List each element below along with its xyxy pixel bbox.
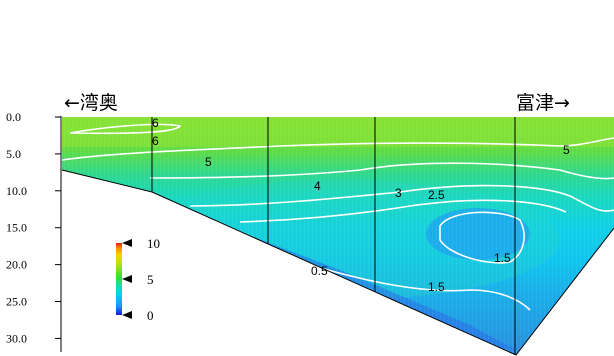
y-tick-label: 15.0 bbox=[6, 221, 27, 235]
y-axis: 0.0 5.0 10.0 15.0 20.0 25.0 30.0 bbox=[6, 110, 62, 352]
colorbar: 10 5 0 bbox=[116, 236, 160, 323]
contour-label-1-5a: 1.5 bbox=[494, 251, 511, 265]
colorbar-tick-label: 0 bbox=[147, 308, 154, 323]
colorbar-tick-marker bbox=[122, 239, 132, 247]
colorbar-tick-marker bbox=[122, 311, 132, 319]
colorbar-tick-marker bbox=[122, 275, 132, 283]
section-area bbox=[62, 117, 614, 355]
colorbar-tick-label: 10 bbox=[147, 236, 160, 251]
contour-label-5b: 5 bbox=[563, 143, 570, 157]
colorbar-gradient bbox=[116, 243, 122, 315]
contour-6 bbox=[69, 123, 182, 135]
contour-label-5a: 5 bbox=[205, 155, 212, 169]
contour-label-2-5: 2.5 bbox=[428, 188, 445, 202]
contour-label-4: 4 bbox=[314, 179, 321, 193]
contour-label-6b: 6 bbox=[152, 134, 159, 148]
contour-5 bbox=[62, 137, 614, 161]
contour-1-5-lower bbox=[299, 261, 531, 311]
y-tick-label: 10.0 bbox=[6, 184, 27, 198]
y-tick-label: 25.0 bbox=[6, 295, 27, 309]
y-tick-label: 20.0 bbox=[6, 258, 27, 272]
contour-4 bbox=[149, 162, 614, 180]
left-end-label: ←湾奥 bbox=[64, 92, 118, 114]
seabed-outline bbox=[61, 169, 614, 356]
station-lines bbox=[151, 117, 516, 355]
contour-3 bbox=[189, 184, 614, 212]
right-end-label: 富津→ bbox=[516, 92, 570, 114]
y-tick-label: 5.0 bbox=[6, 147, 21, 161]
contour-label-1-5b: 1.5 bbox=[428, 280, 445, 294]
contour-label-6a: 6 bbox=[152, 116, 159, 130]
contour-label-0-5: 0.5 bbox=[311, 264, 328, 278]
contour-label-3: 3 bbox=[395, 186, 402, 200]
contour-1-5-pocket bbox=[439, 211, 525, 264]
contour-2-5 bbox=[239, 199, 567, 223]
y-tick-label: 30.0 bbox=[6, 331, 27, 345]
y-tick-label: 0.0 bbox=[6, 110, 21, 124]
colorbar-tick-label: 5 bbox=[147, 272, 154, 287]
contour-labels: 6 6 5 5 4 3 2.5 1.5 1.5 0.5 bbox=[152, 116, 570, 294]
